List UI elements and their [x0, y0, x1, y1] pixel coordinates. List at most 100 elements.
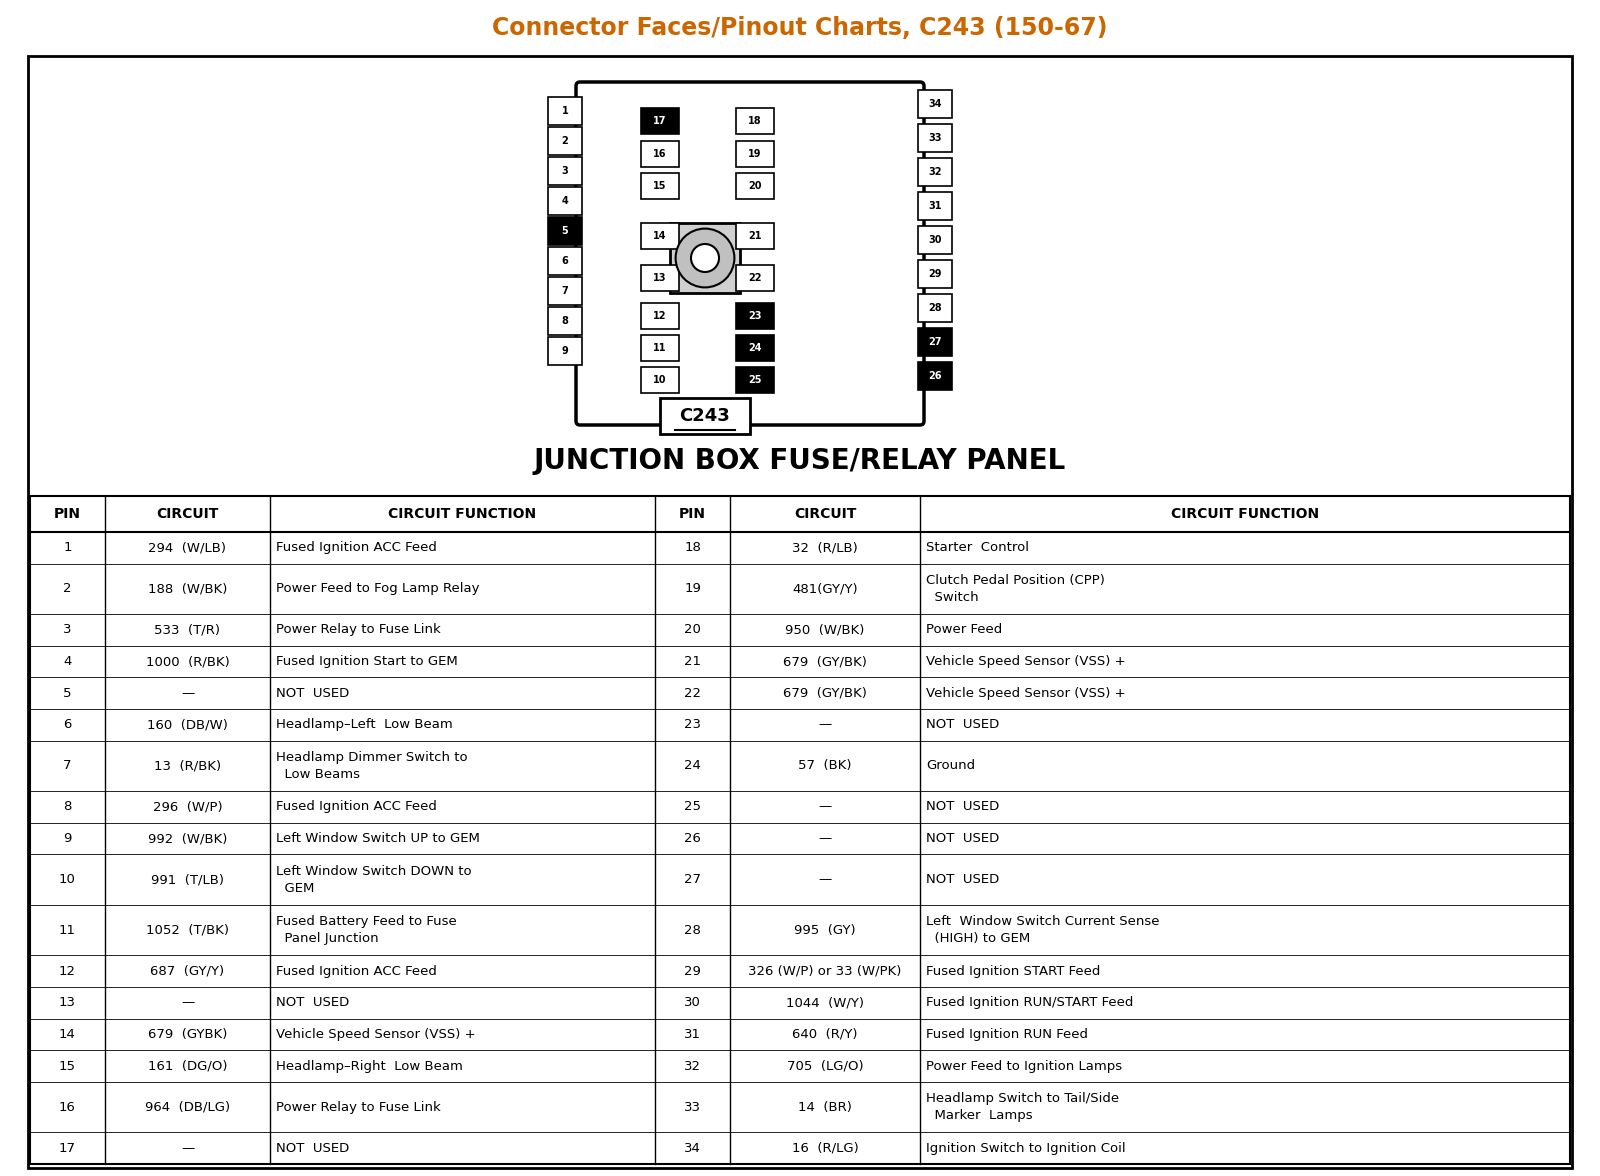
Bar: [547, 278, 582, 305]
Text: —: —: [818, 719, 832, 731]
Text: 3: 3: [562, 166, 568, 176]
Text: 33: 33: [928, 133, 942, 143]
Bar: [918, 123, 952, 152]
Text: CIRCUIT: CIRCUIT: [794, 507, 856, 521]
Text: 21: 21: [685, 655, 701, 668]
Text: 160  (DB/W): 160 (DB/W): [147, 719, 227, 731]
Text: Power Feed to Ignition Lamps: Power Feed to Ignition Lamps: [926, 1060, 1122, 1073]
Bar: [547, 158, 582, 185]
Text: 21: 21: [749, 230, 762, 241]
Text: 17: 17: [653, 116, 667, 126]
Text: 15: 15: [653, 181, 667, 191]
Text: Fused Ignition ACC Feed: Fused Ignition ACC Feed: [277, 964, 437, 977]
Text: 24: 24: [749, 343, 762, 353]
Text: 32  (R/LB): 32 (R/LB): [792, 541, 858, 554]
Bar: [918, 91, 952, 118]
Text: 7: 7: [562, 286, 568, 296]
Text: 26: 26: [928, 370, 942, 381]
Text: 5: 5: [562, 226, 568, 236]
Text: —: —: [181, 687, 194, 700]
Text: 6: 6: [562, 256, 568, 266]
Text: Power Feed to Fog Lamp Relay: Power Feed to Fog Lamp Relay: [277, 582, 480, 595]
Text: Fused Battery Feed to Fuse
  Panel Junction: Fused Battery Feed to Fuse Panel Junctio…: [277, 915, 456, 946]
Text: Fused Ignition Start to GEM: Fused Ignition Start to GEM: [277, 655, 458, 668]
Bar: [736, 367, 774, 393]
Text: Left Window Switch UP to GEM: Left Window Switch UP to GEM: [277, 833, 480, 846]
Bar: [547, 96, 582, 125]
Text: 964  (DB/LG): 964 (DB/LG): [146, 1101, 230, 1114]
Text: 22: 22: [685, 687, 701, 700]
Text: 19: 19: [749, 149, 762, 159]
Text: 8: 8: [562, 316, 568, 326]
Bar: [547, 187, 582, 215]
Text: 4: 4: [64, 655, 72, 668]
Text: Fused Ignition RUN Feed: Fused Ignition RUN Feed: [926, 1028, 1088, 1041]
Circle shape: [691, 243, 718, 272]
Text: 950  (W/BK): 950 (W/BK): [786, 623, 864, 636]
Text: NOT  USED: NOT USED: [926, 801, 1000, 814]
Text: Vehicle Speed Sensor (VSS) +: Vehicle Speed Sensor (VSS) +: [277, 1028, 475, 1041]
Bar: [918, 294, 952, 322]
Bar: [642, 265, 678, 290]
Text: Headlamp Dimmer Switch to
  Low Beams: Headlamp Dimmer Switch to Low Beams: [277, 750, 467, 781]
Bar: [642, 141, 678, 167]
Text: 11: 11: [653, 343, 667, 353]
Text: Power Relay to Fuse Link: Power Relay to Fuse Link: [277, 1101, 440, 1114]
Text: 24: 24: [685, 760, 701, 773]
Bar: [736, 303, 774, 329]
Text: Power Relay to Fuse Link: Power Relay to Fuse Link: [277, 623, 440, 636]
Text: —: —: [818, 801, 832, 814]
Text: 16: 16: [59, 1101, 75, 1114]
Text: 1000  (R/BK): 1000 (R/BK): [146, 655, 229, 668]
Text: 20: 20: [749, 181, 762, 191]
Bar: [642, 367, 678, 393]
Text: 326 (W/P) or 33 (W/PK): 326 (W/P) or 33 (W/PK): [749, 964, 902, 977]
Bar: [736, 108, 774, 134]
Text: Power Feed: Power Feed: [926, 623, 1002, 636]
Text: 32: 32: [928, 167, 942, 178]
Text: 30: 30: [928, 235, 942, 245]
Text: 18: 18: [685, 541, 701, 554]
Text: 1: 1: [562, 106, 568, 116]
Text: 20: 20: [685, 623, 701, 636]
Bar: [642, 303, 678, 329]
Text: 5: 5: [64, 687, 72, 700]
Bar: [736, 173, 774, 199]
Text: PIN: PIN: [54, 507, 82, 521]
Text: 13: 13: [653, 273, 667, 283]
Bar: [642, 223, 678, 249]
Text: 991  (T/LB): 991 (T/LB): [150, 873, 224, 886]
Text: Fused Ignition ACC Feed: Fused Ignition ACC Feed: [277, 801, 437, 814]
Bar: [736, 265, 774, 290]
Text: 3: 3: [64, 623, 72, 636]
Bar: [642, 335, 678, 361]
Text: C243: C243: [680, 407, 730, 425]
Text: 29: 29: [685, 964, 701, 977]
Text: 14  (BR): 14 (BR): [798, 1101, 851, 1114]
Text: Ground: Ground: [926, 760, 974, 773]
Text: Clutch Pedal Position (CPP)
  Switch: Clutch Pedal Position (CPP) Switch: [926, 574, 1106, 604]
Text: Headlamp Switch to Tail/Side
  Marker  Lamps: Headlamp Switch to Tail/Side Marker Lamp…: [926, 1093, 1118, 1122]
Text: 8: 8: [64, 801, 72, 814]
Text: 640  (R/Y): 640 (R/Y): [792, 1028, 858, 1041]
Text: 22: 22: [749, 273, 762, 283]
Text: 57  (BK): 57 (BK): [798, 760, 851, 773]
Bar: [918, 260, 952, 288]
Text: Headlamp–Left  Low Beam: Headlamp–Left Low Beam: [277, 719, 453, 731]
Text: 26: 26: [685, 833, 701, 846]
Text: 33: 33: [685, 1101, 701, 1114]
Text: 995  (GY): 995 (GY): [794, 923, 856, 936]
Text: CIRCUIT FUNCTION: CIRCUIT FUNCTION: [1171, 507, 1318, 521]
Text: NOT  USED: NOT USED: [277, 996, 349, 1009]
Text: 679  (GY/BK): 679 (GY/BK): [782, 687, 867, 700]
Text: 705  (LG/O): 705 (LG/O): [787, 1060, 864, 1073]
Text: 14: 14: [59, 1028, 75, 1041]
Text: —: —: [181, 1142, 194, 1155]
Text: Starter  Control: Starter Control: [926, 541, 1029, 554]
Bar: [736, 141, 774, 167]
Text: 4: 4: [562, 196, 568, 206]
Text: 1044  (W/Y): 1044 (W/Y): [786, 996, 864, 1009]
Text: 2: 2: [64, 582, 72, 595]
Text: CIRCUIT FUNCTION: CIRCUIT FUNCTION: [389, 507, 536, 521]
Text: 481(GY/Y): 481(GY/Y): [792, 582, 858, 595]
